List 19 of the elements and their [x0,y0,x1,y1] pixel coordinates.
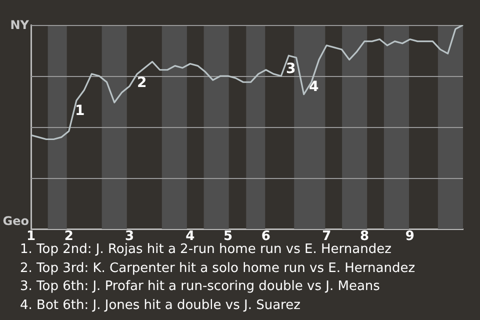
annotation: 4 [309,79,319,95]
x-tick-label: 7 [322,229,332,244]
x-tick-label: 8 [360,229,369,244]
annotation: 3 [286,61,296,77]
x-tick-label: 9 [405,229,414,244]
x-tick-label: 4 [186,229,195,244]
x-tick-label: 6 [261,229,270,244]
annotation: 2 [137,75,147,91]
annotation: 1 [75,103,85,119]
x-tick-label: 5 [224,229,233,244]
text: Geo [2,214,29,228]
x-tick-label: 1 [26,229,36,244]
text: 1. Top 2nd: J. Rojas hit a 2-run home run vs E. Hernandez [20,242,392,257]
text: 4. Bot 6th: J. Jones hit a double vs J. Suarez [20,296,302,314]
x-tick-label: 3 [125,229,134,244]
text: 3. Top 6th: J. Profar hit a run-scoring double vs J. Means [20,278,381,296]
x-tick-label: 2 [64,229,74,244]
text: NY [10,18,29,32]
text: 2. Top 3rd: K. Carpenter hit a solo home run vs E. Hernandez [20,260,416,278]
